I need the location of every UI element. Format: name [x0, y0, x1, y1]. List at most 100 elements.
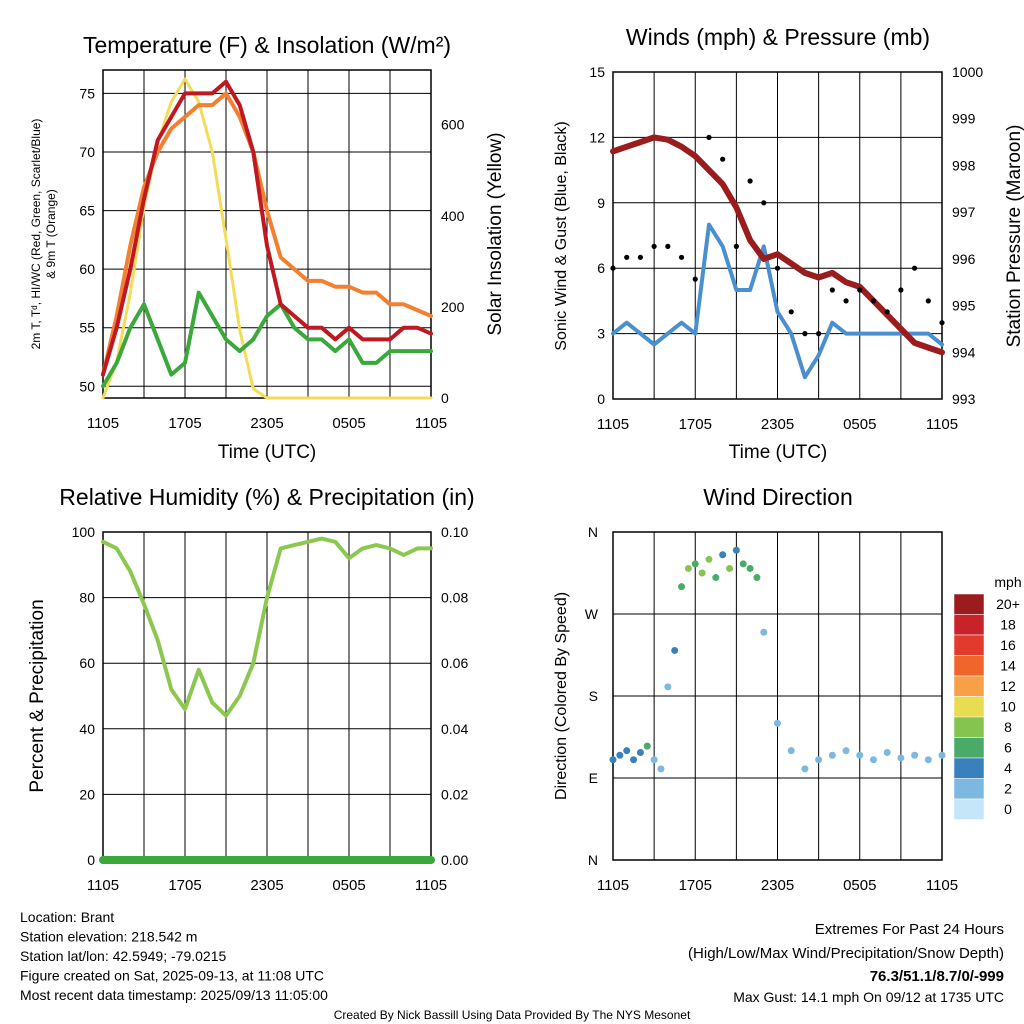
wind-ylabel-left: Sonic Wind & Gust (Blue, Black) [553, 121, 570, 350]
legend-swatch [953, 778, 985, 800]
rh-xtick-label: 1105 [415, 877, 447, 894]
direction-point [636, 748, 644, 756]
rh-ytick-label: 40 [79, 721, 95, 737]
legend-unit-label: mph [994, 574, 1021, 590]
gust-point [898, 287, 904, 293]
extremes-title: Extremes For Past 24 Hours [815, 921, 1004, 938]
sonic-wind-line [611, 222, 944, 380]
legend-label: 16 [1000, 637, 1016, 653]
gust-point [678, 254, 685, 260]
temp-xtick-label: 1105 [415, 415, 447, 432]
dir-xtick-label: 0505 [843, 877, 876, 894]
direction-point [705, 555, 713, 563]
wind-title: Winds (mph) & Pressure (mb) [626, 24, 930, 50]
gust-point [610, 265, 616, 271]
temp-ytick-label: 50 [79, 378, 95, 394]
gust-point [788, 309, 794, 315]
rh-ytick-label: 100 [72, 524, 96, 540]
wind-ytick-label: 999 [952, 111, 976, 127]
legend-swatch [953, 593, 985, 615]
direction-point [719, 551, 727, 559]
direction-point [630, 756, 638, 764]
extremes-gust: Max Gust: 14.1 mph On 09/12 at 1735 UTC [733, 989, 1004, 1005]
wind-xlabel: Time (UTC) [729, 442, 828, 463]
direction-point [911, 751, 919, 759]
legend-swatch [953, 757, 985, 779]
gust-point [761, 200, 767, 206]
legend-swatch [953, 798, 985, 820]
direction-point [739, 560, 747, 568]
gust-point [939, 320, 945, 326]
dir-xtick-label: 1105 [597, 877, 629, 894]
wind-ytick-label: 995 [952, 298, 976, 314]
info-latlon: Station lat/lon: 42.5949; -79.0215 [20, 948, 226, 964]
rh-ytick-label: 60 [79, 655, 95, 671]
wind-xtick-label: 1705 [679, 416, 712, 433]
direction-point [643, 742, 651, 750]
rh-ylabel-left: Percent & Precipitation [27, 599, 48, 792]
temp-ylabel-right: Solar Insolation (Yellow) [485, 132, 506, 335]
legend-swatch [953, 675, 985, 697]
wind-ytick-label: 3 [597, 326, 605, 342]
wind-xtick-label: 1105 [926, 416, 958, 433]
credit-text: Created By Nick Bassill Using Data Provi… [334, 1008, 691, 1022]
gust-point [665, 243, 671, 249]
wind-ytick-label: 12 [589, 129, 605, 145]
direction-point [657, 765, 665, 773]
legend-swatch [953, 716, 985, 738]
direction-point [616, 751, 624, 759]
rh-xtick-label: 1105 [87, 877, 119, 894]
direction-point [712, 574, 720, 582]
direction-point [883, 748, 891, 756]
temp-ytick-label: 600 [441, 117, 465, 133]
direction-point [897, 754, 905, 762]
rh-line [101, 536, 433, 718]
gust-point [624, 254, 630, 260]
wind-ytick-label: 998 [952, 157, 976, 173]
legend-label: 8 [1004, 719, 1012, 735]
direction-point [753, 574, 761, 582]
pressure-line [610, 134, 945, 356]
gust-point [706, 134, 712, 140]
wind-ytick-label: 6 [597, 260, 605, 276]
wind-frame [612, 71, 943, 400]
direction-point [650, 756, 658, 764]
gust-point [884, 309, 890, 315]
temp-ytick-label: 65 [79, 203, 95, 219]
direction-point [787, 747, 795, 755]
dir-ytick-label: N [588, 852, 598, 868]
legend-label: 6 [1004, 740, 1012, 756]
dir-ylabel-left: Direction (Colored By Speed) [553, 592, 570, 800]
direction-point [678, 583, 686, 591]
rh-ytick-label: 20 [79, 786, 95, 802]
legend-label: 14 [1000, 658, 1016, 674]
rh-ytick-label: 0.04 [441, 721, 468, 737]
temp-ytick-label: 400 [441, 208, 465, 224]
rh-ytick-label: 0.08 [441, 590, 468, 606]
gust-point [816, 331, 822, 337]
gust-point [870, 298, 877, 304]
temp-ylabel-left: 2m T, Tᵈ, HI/WC (Red, Green, Scarlet/Blu… [29, 119, 43, 350]
rh-xtick-label: 1705 [168, 877, 201, 894]
temp-ytick-label: 60 [79, 261, 95, 277]
info-location: Location: Brant [20, 909, 114, 925]
gust-point [802, 331, 808, 337]
gust-point [774, 265, 781, 271]
gust-point [692, 276, 698, 282]
gust-point [720, 156, 726, 162]
rh-ytick-label: 0 [87, 852, 95, 868]
temp-xtick-label: 1705 [168, 415, 201, 432]
rh-ytick-label: 0.00 [441, 852, 468, 868]
dewpoint-line [101, 290, 433, 389]
rh-xtick-label: 0505 [332, 877, 365, 894]
temp-xtick-label: 0505 [332, 415, 365, 432]
info-elevation: Station elevation: 218.542 m [20, 929, 197, 945]
direction-point [671, 646, 679, 654]
gust-point [843, 298, 849, 304]
direction-point [691, 560, 699, 568]
gust-point [911, 265, 918, 271]
direction-point [924, 756, 932, 764]
gust-point [829, 287, 835, 293]
dir-xtick-label: 1105 [926, 877, 958, 894]
legend-label: 2 [1004, 781, 1012, 797]
